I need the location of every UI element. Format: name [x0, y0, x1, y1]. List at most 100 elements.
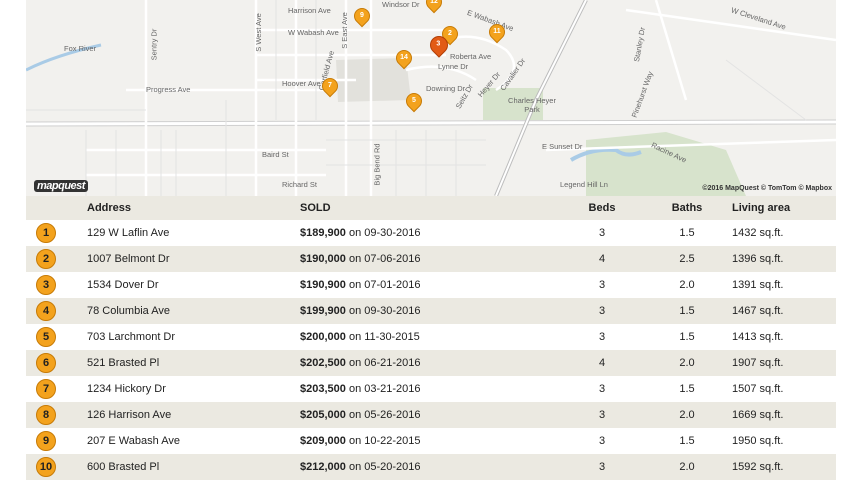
table-row[interactable]: 9 207 E Wabash Ave $209,000 on 10-22-2015 3… — [26, 428, 836, 454]
beds-cell: 3 — [598, 461, 606, 473]
living-area-cell: 1396 sq.ft. — [732, 253, 784, 265]
row-number-badge[interactable]: 7 — [36, 379, 56, 399]
sold-date: on 07-01-2016 — [348, 279, 421, 291]
sold-price: $190,900 — [300, 279, 346, 291]
sold-date: on 11-30-2015 — [348, 331, 420, 343]
map-canvas — [26, 0, 836, 196]
map-label: Charles Heyer Park — [508, 96, 556, 114]
row-number-cell: 3 — [26, 272, 87, 298]
map-label: Roberta Ave — [450, 52, 492, 61]
sold-cell: $202,500 on 06-21-2016 — [300, 350, 562, 376]
table-row[interactable]: 7 1234 Hickory Dr $203,500 on 03-21-2016 3 1… — [26, 376, 836, 402]
sold-price: $205,000 — [300, 409, 346, 421]
sold-date: on 05-26-2016 — [348, 409, 421, 421]
sold-price: $209,000 — [300, 435, 346, 447]
row-number-cell: 4 — [26, 298, 87, 324]
map-label: Sentry Dr — [149, 28, 159, 61]
row-number-cell: 6 — [26, 350, 87, 376]
baths-cell: 2.0 — [679, 461, 695, 473]
sold-date: on 09-30-2016 — [348, 305, 421, 317]
sold-price: $200,000 — [300, 331, 346, 343]
railway — [495, 0, 587, 196]
row-number-badge[interactable]: 8 — [36, 405, 56, 425]
row-number-badge[interactable]: 10 — [36, 457, 56, 477]
beds-cell: 3 — [598, 227, 606, 239]
sold-date: on 06-21-2016 — [348, 357, 421, 369]
row-number-cell: 10 — [26, 454, 87, 480]
address-cell: 1234 Hickory Dr — [87, 383, 166, 395]
row-number-badge[interactable]: 6 — [36, 353, 56, 373]
map-label: E Sunset Dr — [542, 142, 583, 151]
sold-cell: $189,900 on 09-30-2016 — [300, 220, 562, 246]
row-number-badge[interactable]: 3 — [36, 275, 56, 295]
living-area-cell: 1413 sq.ft. — [732, 331, 784, 343]
table-row[interactable]: 5 703 Larchmont Dr $200,000 on 11-30-2015 3… — [26, 324, 836, 350]
living-area-cell: 1467 sq.ft. — [732, 305, 784, 317]
sold-date: on 03-21-2016 — [348, 383, 421, 395]
map-label: Lynne Dr — [438, 62, 469, 71]
sold-cell: $205,000 on 05-26-2016 — [300, 402, 562, 428]
map-label: Progress Ave — [146, 85, 191, 94]
address-cell: 129 W Laflin Ave — [87, 227, 170, 239]
table-row[interactable]: 1 129 W Laflin Ave $189,900 on 09-30-2016 3… — [26, 220, 836, 246]
header-living-area[interactable]: Living area — [732, 202, 791, 214]
row-number-badge[interactable]: 4 — [36, 301, 56, 321]
row-number-cell: 5 — [26, 324, 87, 350]
beds-cell: 3 — [598, 383, 606, 395]
address-cell: 207 E Wabash Ave — [87, 435, 180, 447]
beds-cell: 4 — [598, 253, 606, 265]
table-row[interactable]: 8 126 Harrison Ave $205,000 on 05-26-2016 3… — [26, 402, 836, 428]
table-row[interactable]: 4 78 Columbia Ave $199,900 on 09-30-2016 3 1… — [26, 298, 836, 324]
sold-price: $212,000 — [300, 461, 346, 473]
sold-cell: $203,500 on 03-21-2016 — [300, 376, 562, 402]
baths-cell: 1.5 — [679, 435, 695, 447]
sold-price: $202,500 — [300, 357, 346, 369]
row-number-cell: 7 — [26, 376, 87, 402]
row-number-badge[interactable]: 5 — [36, 327, 56, 347]
baths-cell: 2.0 — [679, 409, 695, 421]
row-number-badge[interactable]: 2 — [36, 249, 56, 269]
major-road — [26, 120, 836, 126]
sold-listings-table: Address SOLD Beds Baths Living area 1 129… — [26, 196, 836, 480]
row-number-badge[interactable]: 1 — [36, 223, 56, 243]
map-label: Downing Dr — [426, 84, 466, 93]
header-sold[interactable]: SOLD — [300, 202, 331, 214]
table-row[interactable]: 6 521 Brasted Pl $202,500 on 06-21-2016 4 2.… — [26, 350, 836, 376]
living-area-cell: 1669 sq.ft. — [732, 409, 784, 421]
table-row[interactable]: 2 1007 Belmont Dr $190,000 on 07-06-2016 4 2… — [26, 246, 836, 272]
pond — [569, 147, 642, 162]
table-row[interactable]: 10 600 Brasted Pl $212,000 on 05-20-2016 3 2… — [26, 454, 836, 480]
sold-cell: $199,900 on 09-30-2016 — [300, 298, 562, 324]
map-label: S East Ave — [339, 12, 349, 49]
living-area-cell: 1950 sq.ft. — [732, 435, 784, 447]
mapquest-logo[interactable]: mapquest — [34, 180, 88, 192]
sold-cell: $200,000 on 11-30-2015 — [300, 324, 562, 350]
header-number — [26, 196, 87, 220]
map-label: Big Bend Rd — [372, 143, 382, 186]
header-address[interactable]: Address — [87, 202, 132, 214]
header-baths[interactable]: Baths — [671, 202, 703, 214]
table-row[interactable]: 3 1534 Dover Dr $190,900 on 07-01-2016 3 2.0… — [26, 272, 836, 298]
sold-price: $189,900 — [300, 227, 346, 239]
row-number-cell: 9 — [26, 428, 87, 454]
map-label: Windsor Dr — [382, 0, 420, 9]
sold-cell: $209,000 on 10-22-2015 — [300, 428, 562, 454]
baths-cell: 2.5 — [679, 253, 695, 265]
address-cell: 126 Harrison Ave — [87, 409, 172, 421]
address-cell: 78 Columbia Ave — [87, 305, 170, 317]
row-number-badge[interactable]: 9 — [36, 431, 56, 451]
sold-date: on 07-06-2016 — [348, 253, 421, 265]
map-label: W Wabash Ave — [288, 28, 339, 37]
map-label: Richard St — [282, 180, 318, 189]
sold-cell: $212,000 on 05-20-2016 — [300, 454, 562, 480]
beds-cell: 3 — [598, 305, 606, 317]
beds-cell: 3 — [598, 409, 606, 421]
header-beds[interactable]: Beds — [588, 202, 616, 214]
beds-cell: 3 — [598, 331, 606, 343]
row-number-cell: 2 — [26, 246, 87, 272]
address-cell: 521 Brasted Pl — [87, 357, 160, 369]
map-view[interactable]: Fox River Sentry Dr Progress Ave S West … — [26, 0, 836, 196]
baths-cell: 1.5 — [679, 331, 695, 343]
living-area-cell: 1592 sq.ft. — [732, 461, 784, 473]
baths-cell: 1.5 — [679, 227, 695, 239]
